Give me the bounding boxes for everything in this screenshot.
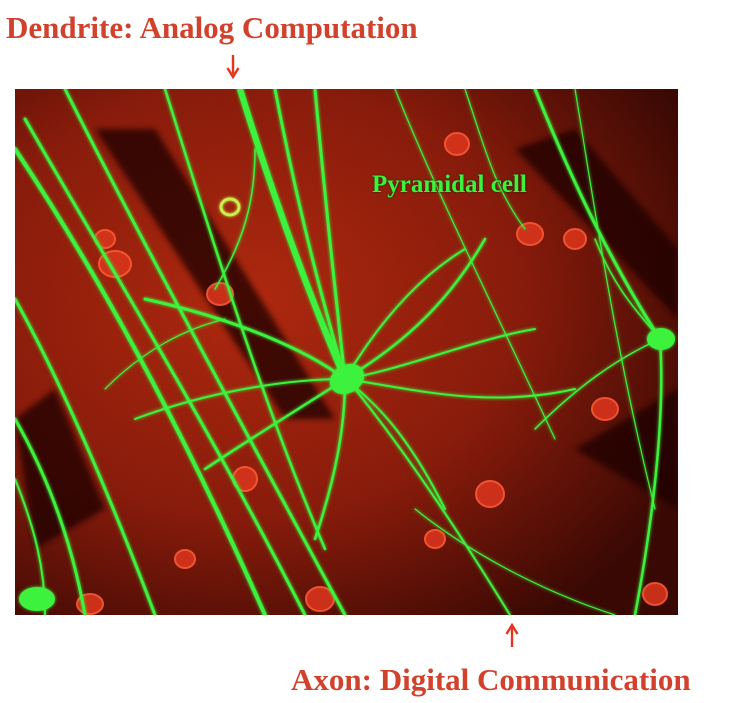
neuron-micrograph: Pyramidal cell: [15, 89, 678, 615]
pyramidal-cell-label: Pyramidal cell: [372, 171, 527, 198]
dendrite-label: Dendrite: Analog Computation: [6, 10, 418, 45]
axon-label: Axon: Digital Communication: [291, 662, 691, 697]
dendrite-arrow-icon: [226, 55, 240, 80]
micrograph-image: [15, 89, 678, 615]
axon-arrow-icon: [505, 622, 519, 647]
